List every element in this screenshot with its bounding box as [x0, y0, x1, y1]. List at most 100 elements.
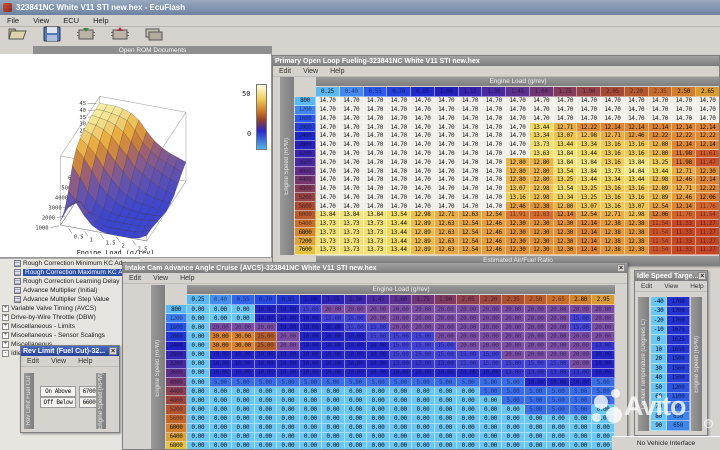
main-menu-file[interactable]: File	[7, 16, 20, 25]
avcs-column-header[interactable]: 1.75	[412, 295, 435, 305]
avcs-row-header[interactable]: 4400	[166, 387, 187, 397]
fueling-cell[interactable]: 14.04	[624, 167, 649, 176]
fueling-cell[interactable]: 12.30	[553, 246, 578, 255]
fueling-cell[interactable]: 12.22	[648, 132, 673, 141]
fueling-cell[interactable]: 14.70	[316, 123, 340, 133]
fueling-cell[interactable]: 12.46	[672, 193, 696, 203]
fueling-cell[interactable]: 14.70	[411, 184, 435, 194]
fueling-cell[interactable]: 14.70	[577, 114, 601, 124]
avcs-column-header[interactable]: 0.40	[209, 295, 233, 305]
avcs-cell[interactable]: 10.00	[299, 314, 323, 324]
fueling-cell[interactable]: 14.70	[458, 158, 483, 168]
fueling-cell[interactable]: 12.80	[506, 175, 530, 185]
fueling-cell[interactable]: 13.73	[363, 237, 388, 247]
fueling-cell[interactable]: 12.89	[411, 219, 435, 229]
fueling-cell[interactable]: 12.30	[553, 219, 578, 229]
fueling-cell[interactable]: 12.54	[458, 246, 483, 255]
fueling-cell[interactable]: 14.70	[529, 97, 554, 106]
avcs-cell[interactable]: 20.00	[254, 323, 278, 333]
avcs-cell[interactable]: 10.00	[344, 368, 368, 378]
avcs-cell[interactable]: 20.00	[502, 350, 525, 360]
fueling-row-header[interactable]: 4000	[295, 167, 316, 176]
fueling-cell[interactable]: 13.25	[553, 175, 578, 185]
fueling-cell[interactable]: 14.70	[339, 140, 364, 150]
fueling-cell[interactable]: 14.70	[387, 184, 411, 194]
avcs-cell[interactable]: 20.00	[457, 323, 480, 333]
avcs-cell[interactable]: 0.00	[569, 432, 593, 442]
fueling-cell[interactable]: 12.14	[577, 219, 601, 229]
fueling-cell[interactable]: 13.25	[648, 158, 673, 168]
fueling-cell[interactable]: 12.14	[696, 175, 719, 185]
avcs-cell[interactable]: 5.00	[547, 405, 570, 415]
fueling-cell[interactable]: 12.46	[482, 237, 506, 247]
fueling-cell[interactable]: 14.70	[506, 123, 530, 133]
fueling-cell[interactable]: 14.70	[506, 105, 530, 115]
avcs-cell[interactable]: 0.00	[479, 441, 503, 449]
fueling-cell[interactable]: 12.22	[696, 184, 719, 194]
fueling-cell[interactable]: 14.70	[411, 175, 435, 185]
fueling-column-header[interactable]: 0.40	[339, 87, 364, 97]
fueling-cell[interactable]: 13.84	[339, 210, 364, 220]
fueling-column-header[interactable]: 2.35	[648, 87, 673, 97]
fueling-cell[interactable]: 14.70	[316, 158, 340, 168]
fueling-cell[interactable]: 11.54	[696, 210, 719, 220]
avcs-cell[interactable]: 10.00	[209, 359, 233, 369]
avcs-cell[interactable]: 0.00	[367, 423, 390, 433]
avcs-cell[interactable]: 0.00	[209, 387, 233, 397]
avcs-cell[interactable]: 0.00	[232, 405, 255, 415]
avcs-cell[interactable]: 0.00	[187, 423, 210, 433]
avcs-cell[interactable]: 0.00	[187, 441, 210, 449]
avcs-cell[interactable]: 0.00	[502, 423, 525, 433]
fueling-cell[interactable]: 12.30	[506, 228, 530, 238]
fueling-cell[interactable]: 12.14	[553, 210, 578, 220]
fueling-cell[interactable]: 12.89	[411, 246, 435, 255]
fueling-cell[interactable]: 14.70	[387, 105, 411, 115]
fueling-cell[interactable]: 12.46	[506, 202, 530, 211]
idle-titlebar[interactable]: Idle Speed Targe... ×	[635, 271, 707, 281]
expand-icon[interactable]: +	[2, 332, 9, 339]
fueling-cell[interactable]: 14.70	[601, 114, 625, 124]
fueling-cell[interactable]: 14.70	[458, 149, 483, 159]
tree-item[interactable]: + Miscellaneous - Sensor Scalings	[0, 331, 140, 340]
fueling-cell[interactable]: 11.91	[506, 210, 530, 220]
avcs-cell[interactable]: 0.00	[479, 423, 503, 433]
fueling-cell[interactable]: 13.16	[601, 140, 625, 150]
fueling-cell[interactable]: 14.70	[363, 140, 388, 150]
fueling-cell[interactable]: 13.34	[529, 132, 554, 141]
avcs-cell[interactable]: 0.00	[299, 414, 323, 424]
avcs-cell[interactable]: 0.00	[547, 423, 570, 433]
fueling-cell[interactable]: 12.80	[648, 149, 673, 159]
fueling-cell[interactable]: 13.44	[529, 123, 554, 133]
fueling-cell[interactable]: 14.70	[434, 149, 459, 159]
fueling-cell[interactable]: 14.70	[482, 114, 506, 124]
fueling-cell[interactable]: 14.70	[458, 114, 483, 124]
main-menu-help[interactable]: Help	[93, 16, 109, 25]
avcs-cell[interactable]: 10.00	[322, 323, 345, 333]
avcs-cell[interactable]: 10.00	[277, 323, 300, 333]
avcs-cell[interactable]: 15.00	[389, 341, 413, 351]
tree-item[interactable]: Advance Multiplier Step Value	[0, 295, 140, 304]
fueling-cell[interactable]: 14.70	[506, 140, 530, 150]
avcs-cell[interactable]: 0.00	[502, 441, 525, 449]
fueling-cell[interactable]: 14.70	[316, 193, 340, 203]
avcs-cell[interactable]: 10.00	[457, 368, 480, 378]
fueling-cell[interactable]: 13.54	[553, 184, 578, 194]
avcs-cell[interactable]: 0.00	[457, 405, 480, 415]
avcs-cell[interactable]: 0.00	[434, 396, 458, 406]
idle-temp-cell[interactable]: 80	[651, 411, 667, 422]
avcs-cell[interactable]: 15.00	[322, 314, 345, 324]
avcs-cell[interactable]: 0.00	[232, 414, 255, 424]
fueling-cell[interactable]: 14.70	[458, 202, 483, 211]
fueling-cell[interactable]: 14.70	[482, 97, 506, 106]
avcs-cell[interactable]: 0.00	[389, 387, 413, 397]
fueling-cell[interactable]: 13.16	[601, 184, 625, 194]
avcs-cell[interactable]: 0.00	[322, 405, 345, 415]
fueling-cell[interactable]: 12.89	[648, 184, 673, 194]
idle-rpm-cell[interactable]: 1700	[667, 297, 690, 307]
avcs-cell[interactable]: 20.00	[389, 305, 413, 315]
fueling-cell[interactable]: 12.22	[696, 132, 719, 141]
avcs-cell[interactable]: 20.00	[569, 341, 593, 351]
avcs-cell[interactable]: 5.00	[412, 378, 435, 388]
avcs-cell[interactable]: 5.00	[592, 396, 615, 406]
avcs-cell[interactable]: 0.00	[344, 414, 368, 424]
